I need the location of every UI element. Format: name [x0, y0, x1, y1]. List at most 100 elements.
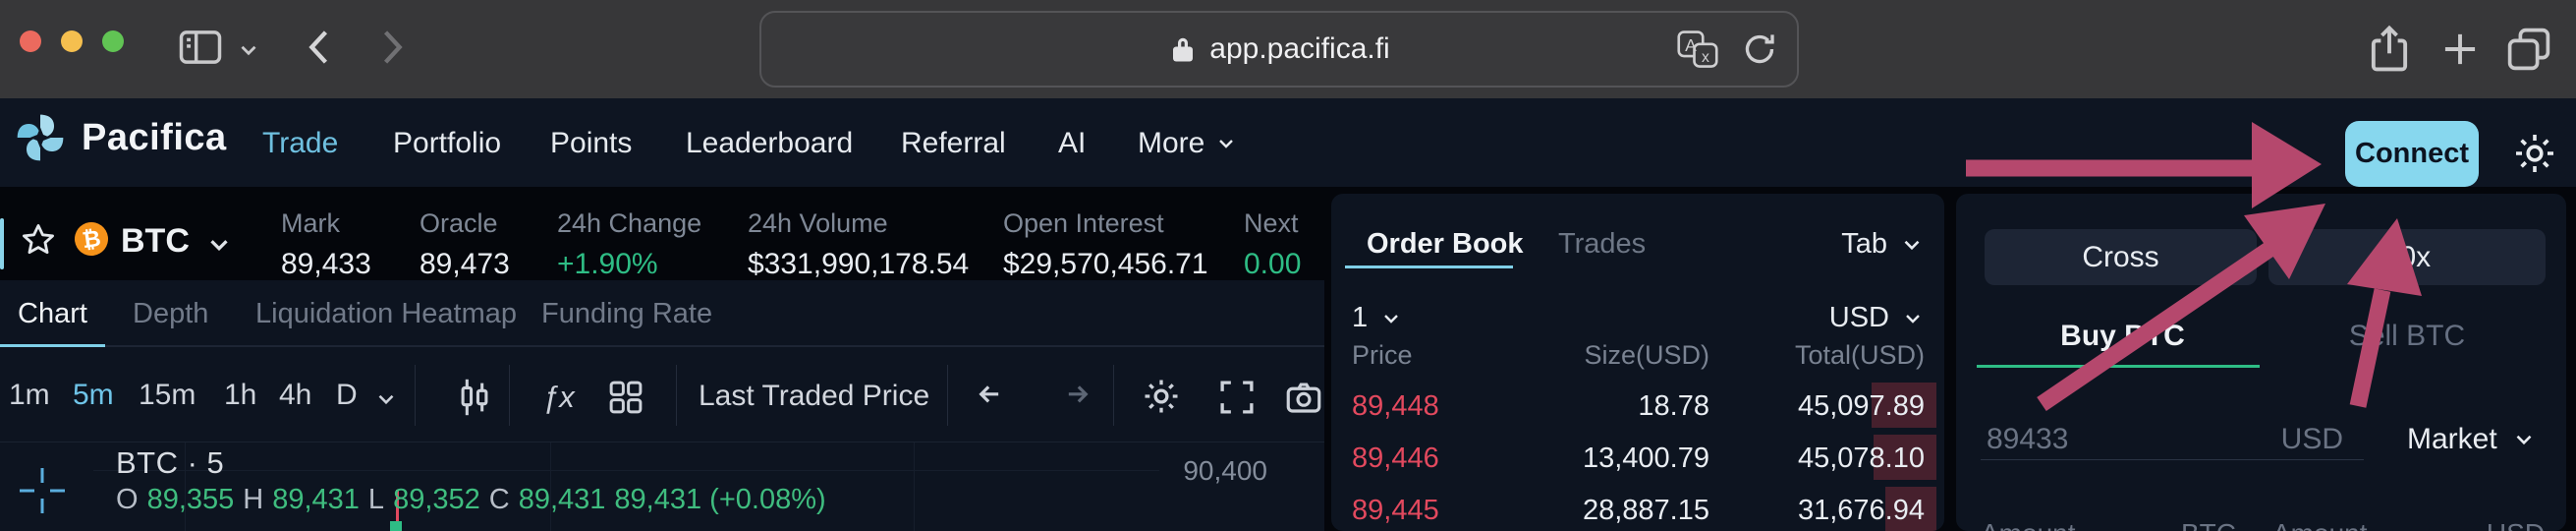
nav-trade[interactable]: Trade: [262, 127, 339, 159]
ask-price[interactable]: 89,446: [1352, 442, 1439, 474]
forward-button-icon[interactable]: [365, 22, 417, 73]
amount-field-base[interactable]: Amount BTC: [1981, 518, 2236, 531]
interval-5m[interactable]: 5m: [73, 379, 114, 411]
active-tab-underline: [1345, 266, 1513, 268]
stat-24h-change: 24h Change +1.90%: [557, 208, 701, 280]
ask-depth-bar: [1872, 383, 1936, 428]
snapshot-camera-icon[interactable]: [1283, 377, 1324, 418]
share-icon[interactable]: [2364, 22, 2415, 77]
margin-mode-button[interactable]: Cross: [1985, 229, 2257, 285]
nav-leaderboard[interactable]: Leaderboard: [686, 127, 854, 159]
gridline: [550, 442, 551, 531]
sidebar-chevron-icon[interactable]: [236, 37, 261, 63]
price-source-label[interactable]: Last Traded Price: [699, 380, 930, 412]
address-bar[interactable]: app.pacifica.fi A x: [759, 11, 1799, 88]
ask-depth-bar: [1874, 435, 1936, 480]
ohlc-change-value: 89,431 (+0.08%): [614, 484, 826, 515]
close-window-button[interactable]: [20, 30, 41, 52]
buy-tab[interactable]: Buy BTC: [2060, 320, 2185, 352]
stat-label: Open Interest: [1003, 208, 1164, 238]
crosshair-tool-icon[interactable]: [16, 464, 69, 517]
stat-value: 89,433: [281, 248, 371, 280]
order-type-selector[interactable]: Market: [2407, 423, 2537, 456]
nav-referral[interactable]: Referral: [901, 127, 1006, 159]
ohlc-high-value: 89,431: [272, 484, 360, 515]
stat-value: 0.00: [1244, 248, 1302, 280]
price-input[interactable]: 89433: [1987, 423, 2069, 455]
tab-liquidation-heatmap[interactable]: Liquidation Heatmap: [255, 298, 518, 329]
interval-1h[interactable]: 1h: [224, 379, 257, 411]
ohlc-close-value: 89,431: [518, 484, 606, 515]
trade-panel: Cross 10x Buy BTC Sell BTC 89433 USD Mar…: [1956, 194, 2566, 531]
brand[interactable]: Pacifica: [13, 110, 227, 165]
fullscreen-icon[interactable]: [1216, 377, 1258, 418]
sidebar-toggle-icon[interactable]: [175, 22, 226, 73]
ohlc-high-label: H: [243, 484, 264, 515]
stat-mark: Mark 89,433: [281, 208, 371, 280]
chart-settings-gear-icon[interactable]: [1140, 375, 1183, 418]
stat-open-interest: Open Interest $29,570,456.71: [1003, 208, 1208, 280]
redo-icon[interactable]: [1053, 379, 1092, 418]
candlestick-style-icon[interactable]: [452, 375, 497, 420]
new-tab-icon[interactable]: [2435, 22, 2486, 77]
ask-depth-bar: [1885, 487, 1936, 531]
interval-4h[interactable]: 4h: [279, 379, 312, 411]
nav-points[interactable]: Points: [550, 127, 633, 159]
chevron-down-icon: [1219, 140, 1234, 148]
back-button-icon[interactable]: [295, 22, 346, 73]
svg-text:A: A: [1685, 35, 1697, 55]
unit-selector[interactable]: USD: [1829, 302, 1925, 334]
chart-ohlc-readout: O 89,355 H 89,431 L 89,352 C 89,431 89,431 (…: [116, 484, 826, 516]
ohlc-open-value: 89,355: [146, 484, 235, 515]
tab-funding-rate[interactable]: Funding Rate: [541, 298, 713, 329]
col-price: Price: [1352, 340, 1413, 370]
favorite-star-icon[interactable]: [20, 221, 57, 259]
translate-icon[interactable]: A x: [1675, 29, 1720, 70]
stat-label: 24h Change: [557, 208, 702, 238]
minimize-window-button[interactable]: [61, 30, 83, 52]
undo-icon[interactable]: [975, 379, 1014, 418]
tab-trades[interactable]: Trades: [1558, 228, 1647, 260]
amount-field-quote[interactable]: Amount USD: [2272, 518, 2545, 531]
gridline: [914, 442, 915, 531]
ask-price[interactable]: 89,448: [1352, 390, 1439, 422]
price-unit-label: USD: [2280, 423, 2343, 455]
col-total: Total(USD): [1794, 340, 1925, 370]
interval-1d[interactable]: D: [336, 379, 358, 411]
tab-chart[interactable]: Chart: [18, 298, 87, 329]
amount-label: Amount: [1981, 518, 2076, 531]
nav-more[interactable]: More: [1138, 127, 1238, 160]
ask-total: 45,078.10: [1797, 442, 1925, 474]
nav-ai[interactable]: AI: [1058, 127, 1087, 159]
nav-more-label: More: [1138, 127, 1205, 159]
tab-order-book[interactable]: Order Book: [1367, 228, 1524, 260]
ask-price[interactable]: 89,445: [1352, 495, 1439, 526]
stat-oracle: Oracle 89,473: [420, 208, 510, 280]
interval-1m[interactable]: 1m: [9, 379, 50, 411]
tab-overview-icon[interactable]: [2503, 22, 2554, 77]
reload-icon[interactable]: [1740, 30, 1779, 69]
connect-wallet-button[interactable]: Connect: [2345, 121, 2479, 187]
tick-size-selector[interactable]: 1: [1352, 302, 1403, 334]
ask-size: 28,887.15: [1582, 495, 1709, 526]
indicators-fx-icon[interactable]: ƒx: [542, 380, 575, 414]
nav-portfolio[interactable]: Portfolio: [393, 127, 502, 159]
brand-name: Pacifica: [82, 116, 227, 158]
chart-canvas[interactable]: BTC · 5 O 89,355 H 89,431 L 89,352 C 89,431 …: [0, 442, 1324, 531]
sell-tab[interactable]: Sell BTC: [2348, 320, 2466, 352]
settings-gear-icon[interactable]: [2511, 130, 2558, 177]
ohlc-open-label: O: [116, 484, 139, 515]
candle-body: [390, 521, 402, 531]
layout-grid-icon[interactable]: [605, 377, 646, 418]
stat-value: $29,570,456.71: [1003, 248, 1208, 280]
zoom-window-button[interactable]: [102, 30, 124, 52]
market-chevron-down-icon[interactable]: [204, 230, 234, 260]
toolbar-divider: [1113, 365, 1114, 426]
interval-chevron-down-icon[interactable]: [373, 386, 399, 412]
interval-15m[interactable]: 15m: [139, 379, 196, 411]
orderbook-tab-selector[interactable]: Tab: [1841, 228, 1925, 261]
chevron-down-icon: [2516, 435, 2532, 445]
leverage-button[interactable]: 10x: [2268, 229, 2546, 285]
tab-depth[interactable]: Depth: [133, 298, 209, 329]
stat-label: 24h Volume: [748, 208, 888, 238]
